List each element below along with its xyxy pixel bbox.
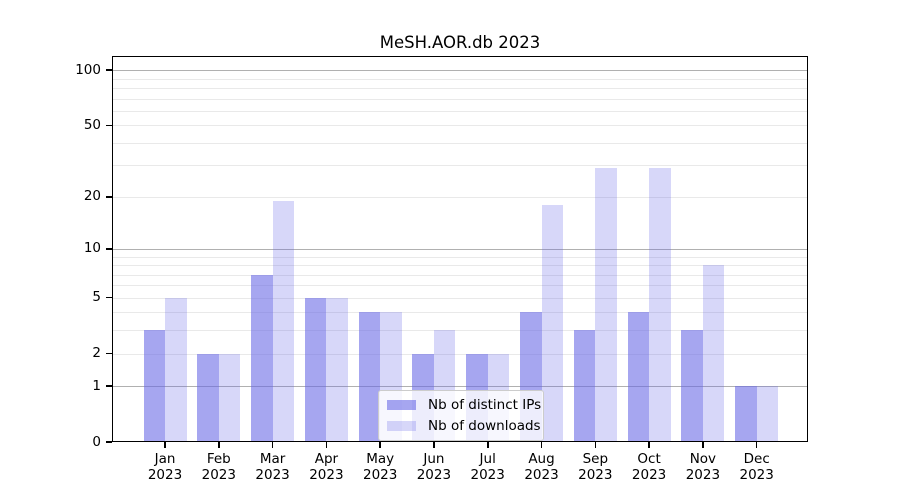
gridline-minor (113, 312, 807, 314)
x-axis-tick (218, 442, 220, 448)
gridline-major (113, 70, 807, 72)
x-axis-tick-label: Nov 2023 (685, 451, 721, 483)
x-axis-tick (379, 442, 381, 448)
x-axis-tick (433, 442, 435, 448)
y-axis-tick (106, 385, 112, 387)
y-axis-tick-label: 100 (75, 61, 101, 78)
gridline-minor (113, 256, 807, 258)
bar-distinct-ips-feb (197, 353, 219, 442)
gridline-minor (113, 330, 807, 332)
gridline-minor (113, 142, 807, 144)
gridline-minor (113, 98, 807, 100)
x-axis-tick-label: Sep 2023 (578, 451, 613, 483)
bar-downloads-feb (218, 353, 241, 442)
x-axis-tick-label: Mar 2023 (255, 451, 290, 483)
y-axis-tick-label: 5 (92, 289, 101, 306)
y-axis-tick (106, 296, 112, 299)
gridline-minor (113, 265, 807, 266)
gridline-minor (113, 196, 807, 198)
x-axis-tick (325, 442, 328, 448)
y-axis-tick-label: 10 (83, 240, 101, 257)
y-axis-tick (106, 352, 112, 355)
y-axis-tick-label: 20 (83, 188, 101, 205)
x-axis-tick-label: Aug 2023 (524, 451, 559, 483)
bar-distinct-ips-nov (681, 330, 703, 442)
gridline-minor (113, 274, 807, 276)
bar-distinct-ips-apr (304, 297, 327, 442)
x-axis-tick-label: Jan 2023 (147, 451, 183, 483)
legend: Nb of distinct IPs Nb of downloads (378, 390, 544, 441)
bar-distinct-ips-mar (251, 274, 273, 442)
bar-distinct-ips-oct (627, 312, 650, 442)
x-axis-tick (755, 442, 758, 448)
x-axis-tick-label: Dec 2023 (739, 451, 774, 483)
x-axis-tick-label: Jun 2023 (416, 451, 452, 483)
x-axis-tick (271, 442, 274, 448)
bar-distinct-ips-dec (735, 386, 757, 442)
y-axis-tick-label: 0 (92, 433, 101, 450)
bar-downloads-apr (326, 297, 348, 442)
x-axis-tick (594, 442, 597, 448)
legend-swatch-downloads-icon (387, 420, 416, 431)
y-axis-tick-label: 50 (83, 116, 101, 133)
x-axis-tick-label: Apr 2023 (309, 451, 344, 483)
gridline-minor (113, 297, 807, 299)
axes-frame (112, 56, 808, 442)
y-axis-tick (106, 248, 112, 250)
y-axis-tick-label: 1 (92, 377, 101, 394)
gridline-minor (113, 110, 807, 112)
bar-downloads-mar (272, 200, 295, 442)
gridline-minor (113, 78, 807, 80)
x-axis-tick (487, 442, 489, 448)
x-axis-tick-label: May 2023 (363, 451, 398, 483)
y-axis-tick-label: 2 (92, 345, 101, 361)
bar-downloads-aug (541, 204, 563, 442)
gridline-minor (113, 165, 807, 167)
y-axis-tick (106, 69, 112, 71)
bar-distinct-ips-sep (573, 330, 596, 442)
gridline-minor (113, 285, 807, 287)
chart-title: MeSH.AOR.db 2023 (379, 33, 541, 52)
bar-downloads-sep (595, 168, 617, 442)
bar-distinct-ips-may (358, 312, 381, 442)
gridline-major (113, 248, 807, 250)
gridline-minor (113, 353, 807, 355)
legend-label-downloads: Nb of downloads (428, 417, 541, 434)
x-axis-tick (648, 442, 650, 448)
x-axis-tick-label: Oct 2023 (631, 451, 667, 483)
bar-downloads-dec (756, 386, 779, 442)
y-axis-tick (106, 196, 112, 198)
gridline-minor (113, 125, 807, 127)
bar-distinct-ips-jan (143, 330, 165, 442)
x-axis-tick (540, 442, 543, 448)
x-axis-tick-label: Jul 2023 (470, 451, 505, 483)
y-axis-tick (106, 441, 112, 443)
gridline-minor (113, 88, 807, 89)
legend-swatch-distinct-ips-icon (387, 400, 416, 411)
gridline-major (113, 386, 807, 388)
bar-downloads-jan (165, 297, 187, 442)
y-axis-tick (106, 124, 112, 126)
x-axis-tick (702, 442, 704, 448)
legend-item-downloads: Nb of downloads (387, 416, 541, 436)
x-axis-tick-label: Feb 2023 (201, 451, 236, 483)
legend-item-distinct-ips: Nb of distinct IPs (387, 395, 541, 415)
legend-label-distinct-ips: Nb of distinct IPs (428, 397, 542, 414)
bar-downloads-oct (649, 168, 671, 442)
x-axis-tick (164, 442, 166, 448)
bar-downloads-nov (702, 265, 725, 442)
